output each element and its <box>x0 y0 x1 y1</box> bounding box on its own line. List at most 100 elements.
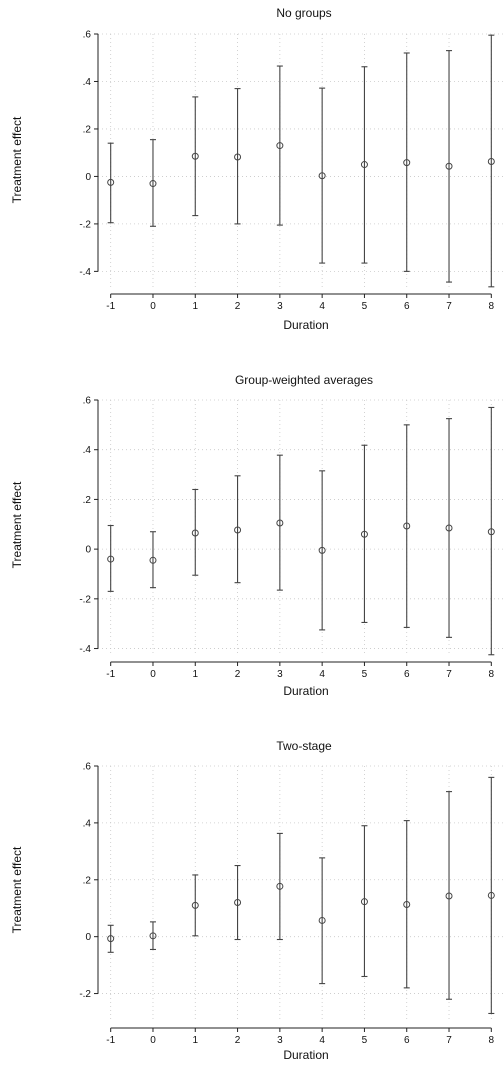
point-estimate <box>234 153 242 161</box>
tick-labels: -.4 -.2 0 .2 .4 .6 -1 0 1 2 3 4 5 6 7 8 <box>79 30 494 313</box>
point-estimate <box>191 529 199 537</box>
x-tick-label: 7 <box>446 301 452 312</box>
point-estimate <box>360 161 368 169</box>
axes <box>97 34 492 295</box>
point-estimate <box>487 157 495 165</box>
chart-panel-two-stage: Two-stage Treatment effect Duration -.2 0… <box>10 739 504 1062</box>
gridlines <box>98 765 504 1022</box>
point-estimate <box>318 916 326 924</box>
y-tick-label: 0 <box>85 172 91 183</box>
tick-labels: -.2 0 .2 .4 .6 -1 0 1 2 3 4 5 6 7 8 <box>79 762 494 1047</box>
x-tick-label: 2 <box>235 1035 241 1046</box>
x-tick-label: 3 <box>277 1035 283 1046</box>
y-tick-label: .6 <box>83 396 92 407</box>
y-tick-label: .4 <box>83 818 92 829</box>
point-estimate <box>487 528 495 536</box>
x-axis-label: Duration <box>283 684 328 698</box>
x-tick-label: 5 <box>362 1035 368 1046</box>
point-estimate <box>191 901 199 909</box>
point-estimate <box>445 892 453 900</box>
x-tick-label: -1 <box>106 1035 115 1046</box>
y-tick-label: 0 <box>85 932 91 943</box>
y-tick-label: .2 <box>83 875 92 886</box>
gridlines <box>98 399 504 656</box>
x-axis-label: Duration <box>283 318 328 332</box>
chart-title: Group-weighted averages <box>235 373 373 387</box>
point-estimate <box>360 530 368 538</box>
y-tick-label: .6 <box>83 762 92 773</box>
point-estimate <box>191 152 199 160</box>
point-estimate <box>403 901 411 909</box>
x-tick-label: 8 <box>489 669 495 680</box>
x-tick-label: 4 <box>319 669 325 680</box>
x-tick-label: -1 <box>106 301 115 312</box>
y-axis-label: Treatment effect <box>10 846 24 933</box>
point-estimate <box>445 162 453 170</box>
x-tick-label: 6 <box>404 1035 410 1046</box>
x-tick-label: 0 <box>150 1035 156 1046</box>
x-tick-label: 8 <box>489 301 495 312</box>
y-tick-label: .4 <box>83 77 92 88</box>
x-tick-label: 1 <box>192 669 198 680</box>
x-tick-label: -1 <box>106 669 115 680</box>
x-tick-label: 0 <box>150 669 156 680</box>
x-tick-label: 4 <box>319 1035 325 1046</box>
x-tick-label: 3 <box>277 301 283 312</box>
chart-title: Two-stage <box>276 739 332 753</box>
y-tick-label: -.4 <box>79 267 91 278</box>
x-tick-label: 7 <box>446 669 452 680</box>
point-estimate <box>403 522 411 530</box>
y-axis-label: Treatment effect <box>10 481 24 568</box>
point-estimate <box>107 178 115 186</box>
y-tick-label: -.2 <box>79 594 91 605</box>
y-tick-label: -.2 <box>79 219 91 230</box>
point-estimate <box>318 172 326 180</box>
point-estimate <box>149 180 157 188</box>
point-estimate <box>149 556 157 564</box>
point-estimate <box>318 546 326 554</box>
point-estimate <box>487 891 495 899</box>
y-tick-label: -.2 <box>79 989 91 1000</box>
chart-title: No groups <box>276 6 331 20</box>
x-tick-label: 6 <box>404 301 410 312</box>
y-tick-label: -.4 <box>79 644 91 655</box>
y-tick-label: .4 <box>83 445 92 456</box>
chart-panel-group-weighted-averages: Group-weighted averages Treatment effect… <box>10 373 504 698</box>
y-tick-label: .2 <box>83 124 92 135</box>
x-tick-label: 1 <box>192 301 198 312</box>
data-marks <box>107 406 495 656</box>
point-estimate <box>360 898 368 906</box>
point-estimate <box>107 935 115 943</box>
point-estimate <box>276 882 284 890</box>
x-tick-label: 4 <box>319 301 325 312</box>
x-tick-label: 6 <box>404 669 410 680</box>
x-tick-label: 2 <box>235 669 241 680</box>
x-tick-label: 7 <box>446 1035 452 1046</box>
point-estimate <box>403 159 411 167</box>
x-tick-label: 5 <box>362 669 368 680</box>
point-estimate <box>234 899 242 907</box>
gridlines <box>98 33 504 288</box>
y-tick-label: .2 <box>83 495 92 506</box>
point-estimate <box>276 519 284 527</box>
x-tick-label: 8 <box>489 1035 495 1046</box>
axes <box>97 766 492 1029</box>
x-tick-label: 3 <box>277 669 283 680</box>
point-estimate <box>234 526 242 534</box>
axes <box>97 400 492 663</box>
data-marks <box>107 34 495 288</box>
x-tick-label: 2 <box>235 301 241 312</box>
x-tick-label: 5 <box>362 301 368 312</box>
y-tick-label: .6 <box>83 30 92 41</box>
x-tick-label: 1 <box>192 1035 198 1046</box>
tick-labels: -.4 -.2 0 .2 .4 .6 -1 0 1 2 3 4 5 6 7 8 <box>79 396 494 681</box>
point-estimate <box>107 555 115 563</box>
point-estimate <box>445 524 453 532</box>
x-tick-label: 0 <box>150 301 156 312</box>
data-marks <box>107 776 495 1015</box>
y-axis-label: Treatment effect <box>10 116 24 203</box>
y-tick-label: 0 <box>85 545 91 556</box>
x-axis-label: Duration <box>283 1048 328 1062</box>
point-estimate <box>149 932 157 940</box>
